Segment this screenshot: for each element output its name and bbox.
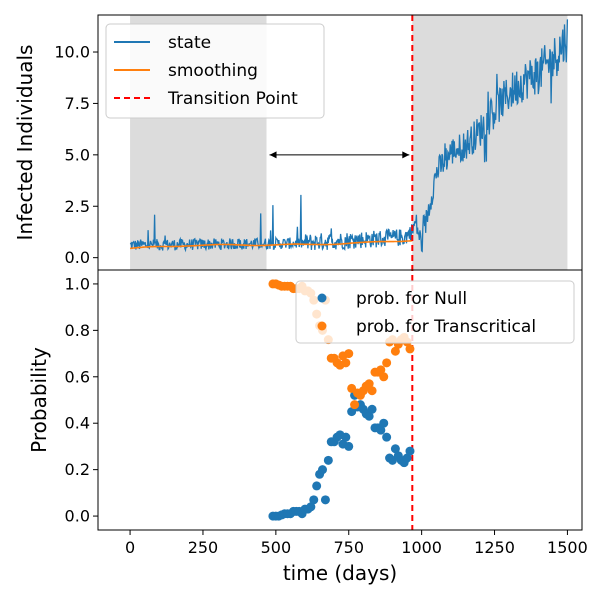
transcritical-point: [376, 365, 386, 375]
null-point: [312, 481, 322, 491]
annotations: [269, 15, 414, 530]
top-series: [129, 19, 569, 253]
null-point: [341, 432, 351, 442]
bottom-ticks: 0.0 0.2 0.4 0.6 0.8 1.0 0 250 500 750 1000 1250 1500: [65, 274, 588, 557]
top-y-ticks: 0.0 2.5 5.0 7.5 10.0: [54, 43, 98, 267]
x-tick-label: 1500: [547, 538, 588, 557]
transcritical-point: [390, 346, 400, 356]
arrow-head-right: [402, 151, 410, 159]
legend-marker-0: [317, 293, 327, 303]
legend-label-1: smoothing: [168, 61, 258, 81]
x-tick-label: 500: [261, 538, 292, 557]
state-line: [129, 19, 569, 253]
bottom-legend-label-0: prob. for Null: [356, 289, 467, 309]
top-y-tick-label: 5.0: [65, 145, 90, 164]
transcritical-point: [382, 358, 392, 368]
top-y-tick-label: 0.0: [65, 248, 90, 267]
x-tick-label: 1250: [474, 538, 515, 557]
transcritical-point: [405, 344, 415, 354]
null-point: [309, 495, 319, 505]
bottom-y-tick-label: 0.8: [65, 321, 90, 340]
x-axis-label: time (days): [283, 561, 397, 585]
smoothing-line: [130, 239, 413, 250]
bottom-legend-box: [295, 280, 575, 344]
top-panel: 0.0 2.5 5.0 7.5 10.0 Infected Individuals st…: [13, 14, 583, 530]
bottom-y-tick-label: 0.6: [65, 367, 90, 386]
bottom-plot-frame: [97, 269, 583, 531]
null-point: [306, 502, 316, 512]
legend-marker-1: [317, 321, 327, 331]
null-point: [344, 441, 354, 451]
null-point: [405, 446, 415, 456]
bottom-y-tick-label: 0.0: [65, 507, 90, 526]
transcritical-point: [379, 372, 389, 382]
bottom-y-tick-label: 1.0: [65, 274, 90, 293]
x-tick-label: 750: [333, 538, 364, 557]
top-y-tick-label: 2.5: [65, 197, 90, 216]
null-point: [382, 432, 392, 442]
bottom-y-tick-label: 0.4: [65, 414, 90, 433]
null-point: [402, 453, 412, 463]
bottom-legend: prob. for Null prob. for Transcritical: [295, 280, 575, 344]
x-tick-label: 250: [188, 538, 219, 557]
x-tick-label: 1000: [401, 538, 442, 557]
null-point: [318, 465, 328, 475]
transcritical-point: [341, 358, 351, 368]
bottom-legend-label-1: prob. for Transcritical: [356, 317, 536, 337]
arrow-head-left: [269, 151, 277, 159]
top-y-tick-label: 10.0: [54, 43, 90, 62]
null-point: [376, 425, 386, 435]
null-point: [367, 404, 377, 414]
null-point: [320, 495, 330, 505]
legend-label-0: state: [168, 33, 211, 53]
transcritical-point: [364, 379, 374, 389]
transcritical-point: [367, 386, 377, 396]
legend-label-2: Transition Point: [167, 89, 298, 109]
null-point: [323, 455, 333, 465]
top-legend: state smoothing Transition Point: [105, 23, 325, 119]
null-point: [364, 411, 374, 421]
top-y-tick-label: 7.5: [65, 94, 90, 113]
top-legend-box: [105, 23, 325, 119]
x-tick-label: 0: [125, 538, 135, 557]
top-y-axis-label: Infected Individuals: [13, 45, 37, 241]
null-point: [379, 418, 389, 428]
transcritical-point: [350, 400, 360, 410]
transcritical-point: [344, 349, 354, 359]
bottom-y-tick-label: 0.2: [65, 460, 90, 479]
bottom-panel: 0.0 0.2 0.4 0.6 0.8 1.0 0 250 500 750 1000 1250 1500…: [27, 269, 588, 585]
null-point: [390, 444, 400, 454]
bottom-y-axis-label: Probability: [27, 347, 51, 453]
